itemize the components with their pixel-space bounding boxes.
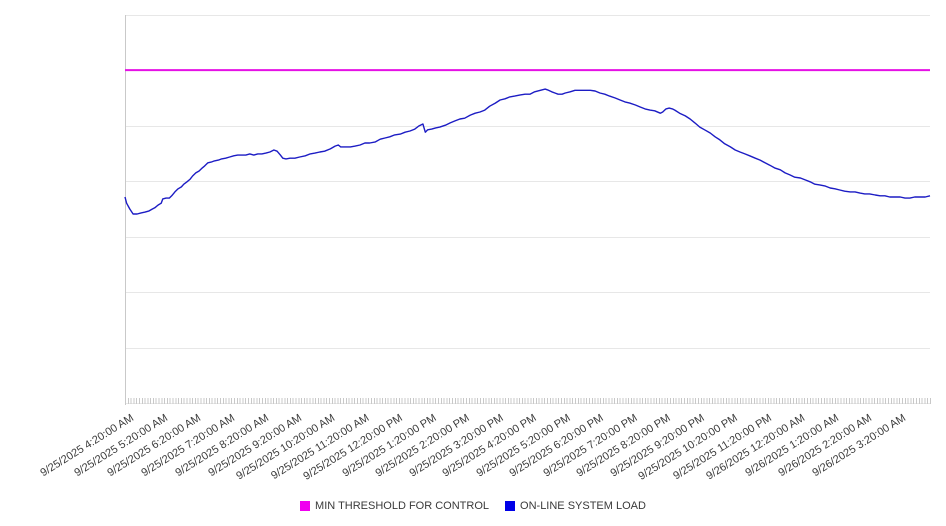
legend: MIN THRESHOLD FOR CONTROL ON-LINE SYSTEM… [0, 500, 946, 512]
gridlines [125, 15, 930, 404]
plot-area [124, 15, 931, 405]
legend-swatch-system-load-icon [505, 501, 516, 511]
legend-item-min-threshold[interactable]: MIN THRESHOLD FOR CONTROL [300, 500, 489, 512]
legend-item-system-load[interactable]: ON-LINE SYSTEM LOAD [505, 500, 646, 512]
legend-label-min-threshold: MIN THRESHOLD FOR CONTROL [315, 500, 490, 512]
x-axis-minor-ticks [125, 398, 931, 404]
legend-label-system-load: ON-LINE SYSTEM LOAD [520, 500, 646, 512]
legend-swatch-min-threshold-icon [300, 501, 311, 511]
system-load-series [124, 88, 931, 215]
